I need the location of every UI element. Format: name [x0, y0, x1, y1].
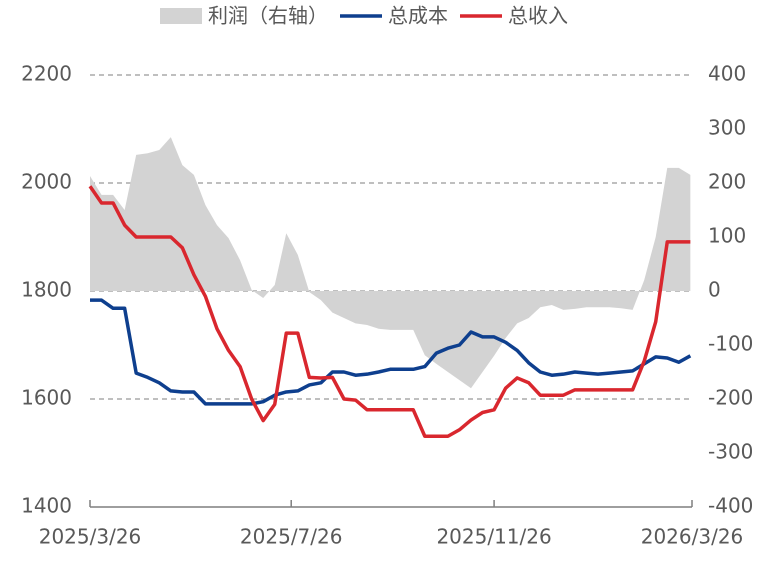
legend-swatch: [160, 8, 202, 24]
y-tick-label: 1800: [21, 278, 72, 302]
y-tick-label: 2200: [21, 62, 72, 86]
y2-tick-label: 300: [708, 116, 746, 140]
y2-tick-label: 200: [708, 170, 746, 194]
legend-label: 总成本: [388, 4, 448, 28]
y-tick-label: 1400: [21, 494, 72, 518]
x-tick-label: 2026/3/26: [641, 525, 744, 549]
y2-tick-label: 0: [708, 278, 721, 302]
series-line: [88, 185, 691, 439]
legend-label: 利润（右轴）: [208, 4, 328, 28]
y-tick-label: 2000: [21, 170, 72, 194]
y2-tick-label: -400: [708, 494, 753, 518]
y-tick-label: 1600: [21, 386, 72, 410]
x-tick-label: 2025/11/26: [436, 525, 551, 549]
profit-area: [90, 137, 691, 389]
y2-tick-label: -200: [708, 386, 753, 410]
y2-tick-label: -300: [708, 440, 753, 464]
x-tick-label: 2025/3/26: [39, 525, 142, 549]
series-line: [90, 298, 692, 406]
y2-tick-label: 400: [708, 62, 746, 86]
x-tick-label: 2025/7/26: [240, 525, 343, 549]
legend-label: 总收入: [508, 4, 568, 28]
y2-tick-label: -100: [708, 332, 753, 356]
y2-tick-label: 100: [708, 224, 746, 248]
